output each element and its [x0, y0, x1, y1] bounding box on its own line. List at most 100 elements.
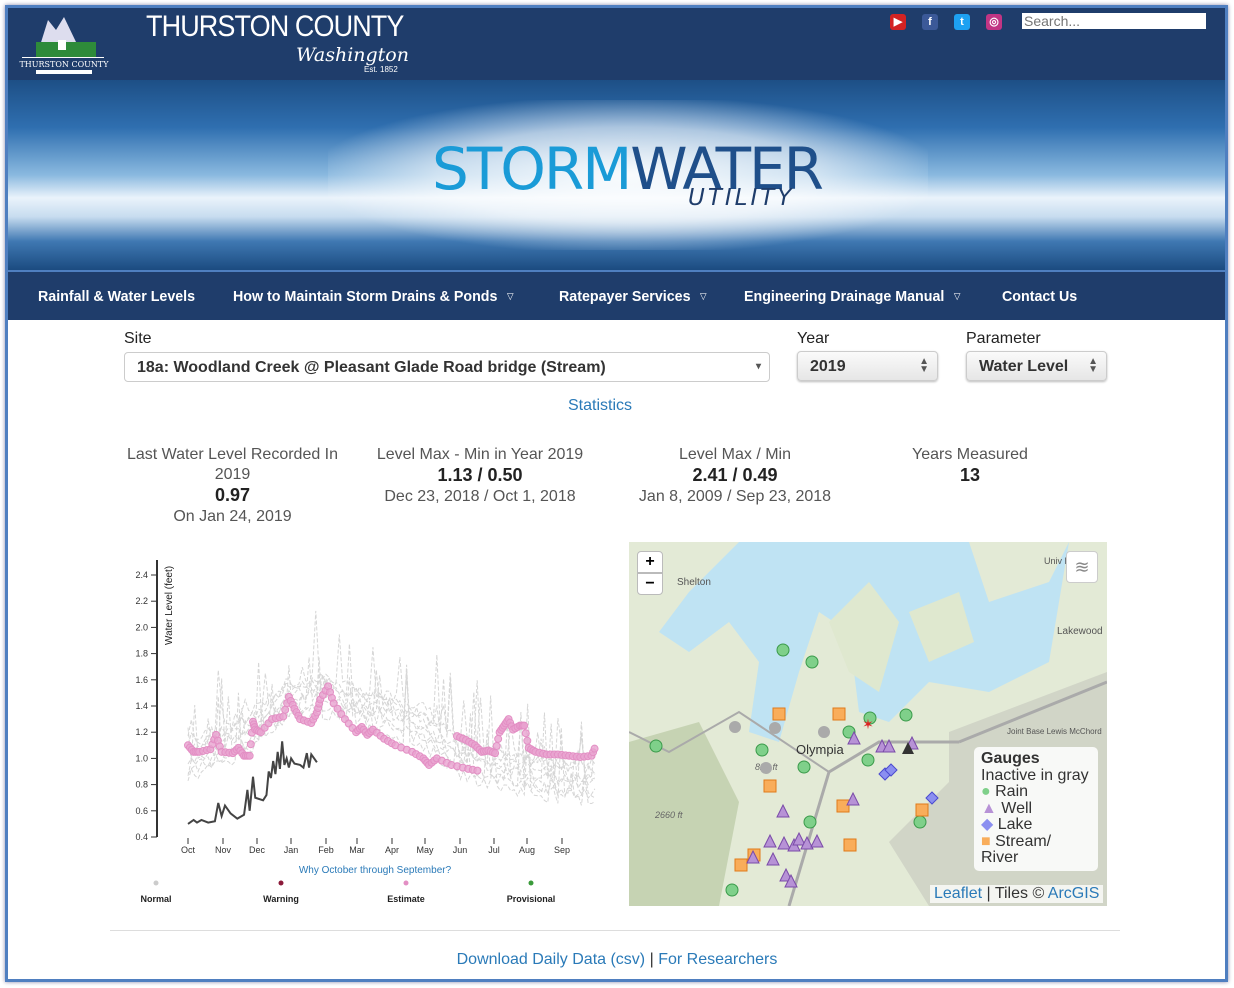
well-gauge-marker[interactable]: [846, 791, 860, 806]
well-gauge-marker[interactable]: [766, 851, 780, 866]
nav-item[interactable]: Contact Us: [1001, 287, 1078, 305]
y-tick-label: 1.8: [135, 649, 148, 659]
svg-text:THURSTON COUNTY: THURSTON COUNTY: [19, 60, 109, 69]
inactive-gauge-marker[interactable]: [818, 726, 830, 738]
rain-gauge-marker[interactable]: [861, 753, 875, 767]
stormwater-banner: STORMWATER UTILITY: [8, 80, 1225, 270]
rain-gauge-marker[interactable]: [913, 815, 927, 829]
diamond-icon: ◆: [981, 816, 998, 833]
rain-gauge-marker[interactable]: [863, 711, 877, 725]
rain-gauge-marker[interactable]: [725, 883, 739, 897]
x-tick-label: Feb: [318, 845, 334, 855]
inactive-gauge-marker[interactable]: [760, 762, 772, 774]
well-gauge-marker[interactable]: [810, 833, 824, 848]
circle-icon: ●: [981, 783, 996, 800]
well-gauge-marker[interactable]: [800, 835, 814, 850]
legend-item: ◆ Lake: [981, 816, 1033, 833]
lake-gauge-marker[interactable]: [925, 791, 939, 805]
well-gauge-marker[interactable]: [847, 730, 861, 745]
estimate-point: [590, 744, 599, 753]
statistics-link[interactable]: Statistics: [568, 397, 633, 414]
x-tick-label: Jan: [284, 845, 299, 855]
well-gauge-marker[interactable]: [746, 849, 760, 864]
layers-icon[interactable]: ≋: [1066, 551, 1098, 583]
y-tick-label: 1.6: [135, 675, 148, 685]
estimate-point: [521, 729, 530, 738]
updown-icon: ▲ ▼: [919, 356, 929, 375]
twitter-icon[interactable]: t: [954, 14, 970, 30]
youtube-icon[interactable]: ▶: [890, 14, 906, 30]
why-oct-sep-link[interactable]: Why October through September?: [299, 865, 452, 876]
stream-gauge-marker[interactable]: [772, 707, 786, 721]
y-tick-label: 1.2: [135, 727, 148, 737]
state-title: Washington: [296, 44, 409, 66]
zoom-in-button[interactable]: +: [637, 551, 663, 573]
well-gauge-marker[interactable]: [763, 833, 777, 848]
legend-label: Estimate: [387, 894, 425, 904]
chevron-down-icon: ▾: [755, 361, 761, 372]
y-tick-label: 2.0: [135, 622, 148, 632]
legend-label: Normal: [140, 894, 171, 904]
well-gauge-marker[interactable]: [792, 831, 806, 846]
well-gauge-marker[interactable]: [882, 738, 896, 753]
county-logo[interactable]: THURSTON COUNTY: [18, 12, 110, 78]
inactive-gauge-marker[interactable]: [769, 722, 781, 734]
legend-subtitle: Inactive in gray: [981, 766, 1089, 784]
rain-gauge-marker[interactable]: [797, 760, 811, 774]
caret-down-icon: ▽: [507, 290, 514, 301]
estimate-point: [246, 740, 255, 749]
y-tick-label: 0.8: [135, 780, 148, 790]
estimate-point: [279, 712, 288, 721]
normal-year-line: [187, 674, 596, 786]
year-select[interactable]: 2019 ▲ ▼: [797, 351, 938, 381]
selected-site-marker: [902, 742, 914, 754]
lake-gauge-marker[interactable]: [884, 763, 898, 777]
nav-item[interactable]: Ratepayer Services ▽: [558, 287, 707, 305]
stream-gauge-marker[interactable]: [915, 803, 929, 817]
zoom-out-button[interactable]: −: [637, 573, 663, 595]
site-select[interactable]: 18a: Woodland Creek @ Pleasant Glade Roa…: [124, 352, 770, 382]
well-gauge-marker[interactable]: [784, 873, 798, 888]
rain-gauge-marker[interactable]: [755, 743, 769, 757]
parameter-select[interactable]: Water Level ▲ ▼: [966, 351, 1107, 381]
rain-gauge-marker[interactable]: [899, 708, 913, 722]
stream-gauge-marker[interactable]: [734, 858, 748, 872]
well-gauge-marker[interactable]: [777, 835, 791, 850]
legend-label: Provisional: [507, 894, 556, 904]
rain-gauge-marker[interactable]: [649, 739, 663, 753]
search-input[interactable]: [1022, 13, 1206, 29]
updown-icon: ▲ ▼: [1088, 356, 1098, 375]
rain-gauge-marker[interactable]: [805, 655, 819, 669]
normal-year-line: [187, 673, 596, 800]
year-value: 2019: [810, 358, 846, 375]
site-label: Site: [124, 330, 152, 347]
gauge-map[interactable]: Shelton Olympia Lakewood Joint Base Lewi…: [629, 542, 1107, 906]
inactive-gauge-marker[interactable]: [729, 721, 741, 733]
instagram-icon[interactable]: ◎: [986, 14, 1002, 30]
arcgis-link[interactable]: ArcGIS: [1047, 885, 1100, 902]
stream-gauge-marker[interactable]: [763, 779, 777, 793]
legend-item: ■ Stream/ River: [981, 832, 1052, 866]
leaflet-link[interactable]: Leaflet: [934, 885, 983, 902]
nav-item[interactable]: Engineering Drainage Manual ▽: [743, 287, 961, 305]
y-tick-label: 2.2: [135, 596, 148, 606]
caret-down-icon: ▽: [953, 290, 961, 301]
facebook-icon[interactable]: f: [922, 14, 938, 30]
rain-gauge-marker[interactable]: [776, 643, 790, 657]
for-researchers-link[interactable]: For Researchers: [658, 951, 778, 968]
well-gauge-marker[interactable]: [776, 803, 790, 818]
established: Est. 1852: [364, 65, 398, 74]
stream-gauge-marker[interactable]: [832, 707, 846, 721]
x-tick-label: Oct: [181, 845, 196, 855]
normal-year-line: [187, 664, 596, 799]
caret-down-icon: ▽: [699, 290, 707, 301]
rain-gauge-marker[interactable]: [803, 815, 817, 829]
nav-item[interactable]: Rainfall & Water Levels: [38, 287, 196, 305]
nav-item[interactable]: How to Maintain Storm Drains & Ponds ▽: [233, 287, 514, 305]
stream-gauge-marker[interactable]: [836, 799, 850, 813]
x-tick-label: Jul: [488, 845, 500, 855]
map-legend: Gauges Inactive in gray ● Rain ▲ Well ◆ La…: [974, 747, 1098, 871]
stream-gauge-marker[interactable]: [843, 838, 857, 852]
map-label-univ-place: Univ Pl: [1044, 556, 1073, 566]
download-csv-link[interactable]: Download Daily Data (csv): [456, 951, 646, 968]
